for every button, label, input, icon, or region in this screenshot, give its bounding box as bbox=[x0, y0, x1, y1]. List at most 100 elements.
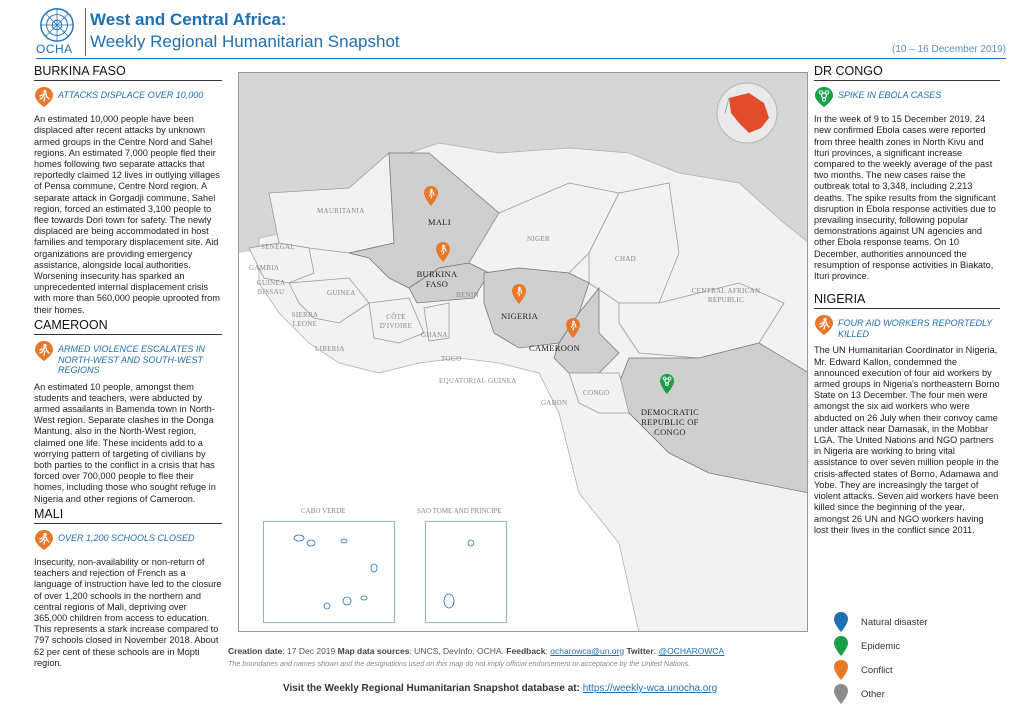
map-label-drc: DEMOCRATIC REPUBLIC OF CONGO bbox=[640, 407, 700, 437]
section-body: An estimated 10 people, amongst them stu… bbox=[34, 381, 216, 504]
legend-item: Epidemic bbox=[833, 634, 983, 658]
other-pin-icon bbox=[834, 684, 848, 704]
section-title: BURKINA FASO bbox=[34, 65, 222, 82]
legend-item: Conflict bbox=[833, 658, 983, 682]
visit-line: Visit the Weekly Regional Humanitarian S… bbox=[283, 683, 717, 694]
map-label-liberia: LIBERIA bbox=[315, 345, 345, 353]
map-label-car: CENTRAL AFRICAN REPUBLIC bbox=[691, 287, 761, 304]
map-label-burkina: BURKINA FASO bbox=[416, 269, 458, 289]
map-label-cameroon: CAMEROON bbox=[529, 343, 581, 353]
legend-label: Conflict bbox=[861, 664, 893, 676]
legend-label: Other bbox=[861, 688, 885, 700]
section-heading: OVER 1,200 SCHOOLS CLOSED bbox=[58, 533, 195, 543]
sao-tome-inset bbox=[425, 521, 507, 623]
section-heading: SPIKE IN EBOLA CASES bbox=[838, 90, 942, 101]
map-label-congo: CONGO bbox=[583, 389, 610, 397]
conflict-pin-icon bbox=[424, 186, 438, 206]
epidemic-pin-icon bbox=[660, 374, 674, 394]
section-heading-row: ATTACKS DISPLACE OVER 10,000 bbox=[34, 86, 222, 108]
creation-value: : 17 Dec 2019 bbox=[282, 646, 336, 656]
creation-label: Creation date bbox=[228, 646, 283, 656]
page-subtitle: Weekly Regional Humanitarian Snapshot bbox=[90, 32, 400, 51]
map-label-cote-divoire: CÔTE D'IVOIRE bbox=[379, 313, 413, 330]
feedback-email-link[interactable]: ocharowca@un.org bbox=[550, 646, 625, 656]
twitter-link[interactable]: @OCHAROWCA bbox=[658, 646, 725, 656]
map-label-benin: BENIN bbox=[456, 291, 479, 299]
section-heading-row: FOUR AID WORKERS REPORTEDLY KILLED bbox=[814, 314, 1000, 339]
conflict-icon bbox=[35, 341, 53, 362]
visit-text: Visit the Weekly Regional Humanitarian S… bbox=[283, 683, 580, 694]
map-label-guinea-bissau: GUINEA BISSAU bbox=[256, 279, 286, 296]
section-body: Insecurity, non-availability or non-retu… bbox=[34, 557, 222, 668]
section-heading: ARMED VIOLENCE ESCALATES IN NORTH-WEST A… bbox=[58, 344, 205, 376]
conflict-pin-icon bbox=[566, 318, 580, 338]
legend-item: Other bbox=[833, 682, 983, 706]
map-label-nigeria: NIGERIA bbox=[501, 311, 539, 321]
cabo-verde-islands bbox=[293, 534, 378, 610]
map-canvas bbox=[239, 73, 807, 631]
footer-credits: Creation date: 17 Dec 2019 Map data sour… bbox=[228, 646, 725, 656]
map-label-gambia: GAMBIA bbox=[249, 264, 280, 272]
map-label-sierra-leone: SIERRA LEONE bbox=[291, 311, 319, 328]
map-label-eq-guinea: EQUATORIAL GUINEA bbox=[439, 377, 517, 385]
cabo-verde-label: CABO VERDE bbox=[301, 507, 346, 515]
sao-tome-islands bbox=[443, 539, 475, 609]
map-label-togo: TOGO bbox=[441, 355, 462, 363]
section-heading-row: ARMED VIOLENCE ESCALATES IN NORTH-WEST A… bbox=[34, 340, 222, 376]
epidemic-pin-icon bbox=[834, 636, 848, 656]
map-label-mauritania: MAURITANIA bbox=[317, 207, 365, 215]
section-heading: ATTACKS DISPLACE OVER 10,000 bbox=[58, 90, 204, 101]
map-label-gabon: GABON bbox=[541, 399, 568, 407]
map-legend: Natural disaster Epidemic Conflict Other bbox=[833, 610, 983, 706]
section-heading-row: OVER 1,200 SCHOOLS CLOSED bbox=[34, 529, 222, 551]
section-body: An estimated 10,000 people have been dis… bbox=[34, 114, 220, 315]
section-title: CAMEROON bbox=[34, 319, 222, 336]
regional-map: CABO VERDE SAO TOME AND PRINCIPE MAURITA… bbox=[238, 72, 808, 632]
map-label-guinea: GUINEA bbox=[327, 289, 356, 297]
page-title: West and Central Africa: bbox=[90, 10, 287, 29]
sources-label: Map data sources bbox=[337, 646, 410, 656]
left-column: BURKINA FASO ATTACKS DISPLACE OVER 10,00… bbox=[34, 65, 222, 672]
section-heading-row: SPIKE IN EBOLA CASES bbox=[814, 86, 1000, 108]
un-emblem-icon bbox=[40, 8, 74, 42]
section-mali: MALI OVER 1,200 SCHOOLS CLOSED Insecurit… bbox=[34, 507, 222, 669]
right-column: DR CONGO SPIKE IN EBOLA CASES In the wee… bbox=[814, 65, 1000, 539]
map-label-niger: NIGER bbox=[527, 235, 550, 243]
legend-label: Natural disaster bbox=[861, 616, 928, 628]
twitter-label: Twitter bbox=[626, 646, 654, 656]
map-label-mali: MALI bbox=[428, 217, 451, 227]
org-name: OCHA bbox=[36, 42, 73, 56]
date-range: (10 – 16 December 2019) bbox=[892, 44, 1006, 55]
section-heading: FOUR AID WORKERS REPORTEDLY KILLED bbox=[838, 318, 993, 339]
header-rule bbox=[36, 58, 1006, 59]
legend-label: Epidemic bbox=[861, 640, 901, 652]
page-header: OCHA West and Central Africa: Weekly Reg… bbox=[0, 0, 1024, 62]
feedback-label: Feedback bbox=[506, 646, 546, 656]
legend-item: Natural disaster bbox=[833, 610, 983, 634]
epidemic-icon bbox=[815, 87, 833, 108]
sao-tome-label: SAO TOME AND PRINCIPE bbox=[417, 507, 502, 515]
conflict-pin-icon bbox=[436, 242, 450, 262]
visit-url-link[interactable]: https://weekly-wca.unocha.org bbox=[582, 683, 718, 694]
section-title: MALI bbox=[34, 507, 222, 524]
conflict-pin-icon bbox=[834, 660, 848, 680]
conflict-icon bbox=[815, 315, 833, 336]
natural-disaster-pin-icon bbox=[834, 612, 848, 632]
disclaimer: The boundaries and names shown and the d… bbox=[228, 659, 691, 668]
section-drc: DR CONGO SPIKE IN EBOLA CASES In the wee… bbox=[814, 65, 1000, 282]
map-label-chad: CHAD bbox=[615, 255, 637, 263]
section-title: DR CONGO bbox=[814, 65, 1000, 82]
sources-value: : UNCS, DevInfo, OCHA. bbox=[409, 646, 504, 656]
map-label-senegal: SENEGAL bbox=[261, 243, 295, 251]
section-cameroon: CAMEROON ARMED VIOLENCE ESCALATES IN NOR… bbox=[34, 319, 222, 505]
header-divider bbox=[85, 8, 86, 56]
cabo-verde-inset bbox=[263, 521, 395, 623]
conflict-pin-icon bbox=[512, 284, 526, 304]
section-nigeria: NIGERIA FOUR AID WORKERS REPORTEDLY KILL… bbox=[814, 293, 1000, 536]
section-burkina: BURKINA FASO ATTACKS DISPLACE OVER 10,00… bbox=[34, 65, 222, 316]
conflict-icon bbox=[35, 530, 53, 550]
conflict-icon bbox=[35, 87, 53, 108]
section-body: The UN Humanitarian Coordinator in Niger… bbox=[814, 345, 1000, 535]
section-body: In the week of 9 to 15 December 2019, 24… bbox=[814, 114, 996, 282]
map-label-ghana: GHANA bbox=[421, 331, 448, 339]
